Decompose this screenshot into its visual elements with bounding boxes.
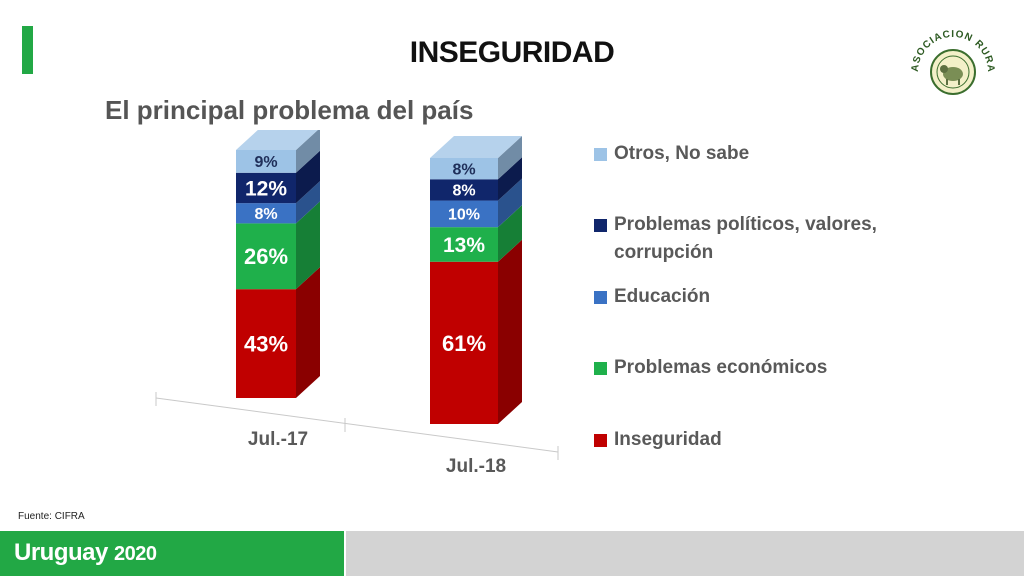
bar-segment [430,158,498,180]
bar-segment [236,223,296,290]
legend-swatch [594,291,607,304]
legend-label: Otros, No sabe [614,143,750,164]
legend-swatch [594,148,607,161]
data-label: 43% [244,332,288,357]
chart-subtitle: El principal problema del país [105,95,474,125]
x-axis-line [155,397,559,453]
bar-segment-side [296,201,320,290]
accent-bar [22,26,33,74]
stacked-bar-chart: 43% 26% 8% 12% 9% Jul.-17 61% 13% 10% 8% 8% Jul.-18 [155,130,559,477]
data-label: 61% [442,331,486,356]
legend-swatch [594,362,607,375]
data-label: 10% [448,207,480,224]
source-note: Fuente: CIFRA [18,511,85,522]
bar-segment-top [430,136,522,158]
data-label: 26% [244,244,288,269]
bar-segment [430,179,498,201]
sheep-seal-icon: ASOCIACION RURAL · URUGUAY [904,22,995,95]
data-label: 9% [254,154,277,171]
footer-panel [346,531,1024,576]
bar-segment [236,203,296,224]
legend-label: Problemas económicos [614,357,828,378]
bar-segment-side [296,267,320,398]
bar-segment-side [498,205,522,262]
bar-segment [236,172,296,204]
bar-segment [236,289,296,398]
bar-segment [430,200,498,228]
bar-segment-side [498,178,522,228]
x-tick-label: Jul.-17 [248,429,308,450]
bar-segment-side [498,157,522,201]
data-label: 8% [452,183,475,200]
footer-brand-panel: Uruguay 2020 [0,531,344,576]
data-label: 8% [254,206,277,223]
page-title: INSEGURIDAD [409,36,615,69]
bar-segment-top [236,130,318,150]
bar-segment-side [296,130,320,173]
data-label: 8% [452,161,475,178]
legend-swatch [594,434,607,447]
legend-label: Problemas políticos, valores, corrupción [614,214,877,263]
bar-segment [430,227,498,262]
x-tick-label: Jul.-18 [446,456,506,477]
bar-segment-side [296,150,320,204]
bar-segment-side [498,136,522,180]
footer-brand: Uruguay 2020 [14,539,157,566]
data-label: 12% [245,178,287,201]
bar-segment-side [296,181,320,224]
bar-segment [236,150,296,173]
bar-segment [430,261,498,424]
legend-swatch [594,219,607,232]
bar-segment-side [498,239,522,424]
data-label: 13% [443,234,485,257]
legend-label: Educación [614,286,711,307]
legend-label: Inseguridad [614,429,722,450]
